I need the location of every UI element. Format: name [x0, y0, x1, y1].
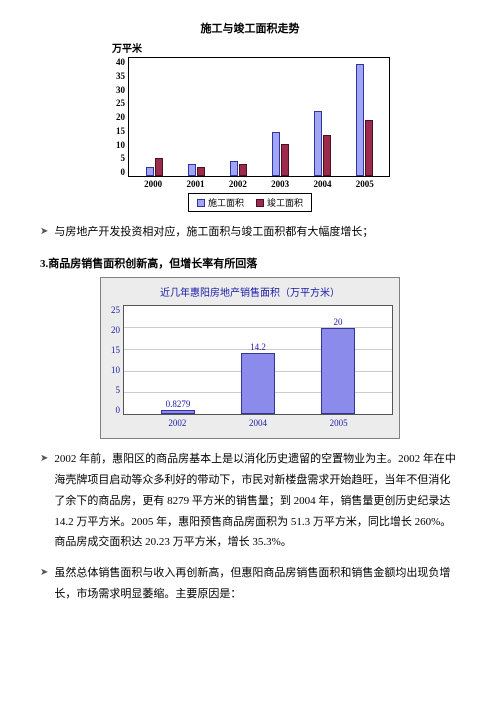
chart2-plot-area: 2520151050 0.827914.220 [107, 305, 393, 415]
chart1-title: 施工与竣工面积走势 [110, 20, 390, 36]
bullet-2: ➤ 2002 年前，惠阳区的商品房基本上是以消化历史遗留的空置物业为主。2002… [40, 449, 460, 553]
bullet-arrow-icon: ➤ [40, 453, 48, 464]
bullet-3-text: 虽然总体销售面积与收入再创新高，但惠阳商品房销售面积和销售金额均出现负增长，市场… [54, 563, 460, 605]
bullet-1: ➤ 与房地产开发投资相对应，施工面积与竣工面积都有大幅度增长； [40, 222, 460, 243]
chart1-plot [128, 57, 390, 177]
chart1-xaxis: 200020012002200320042005 [128, 177, 390, 189]
chart1-plot-area: 4035302520151050 [110, 57, 390, 177]
legend-series-a: 施工面积 [197, 196, 244, 209]
chart1-ylabel: 万平米 [112, 40, 390, 55]
chart1-legend: 施工面积 竣工面积 [188, 193, 312, 212]
legend-swatch-b [256, 199, 264, 207]
section-heading-3: 3.商品房销售面积创新高，但增长率有所回落 [40, 255, 460, 271]
bullet-2-text: 2002 年前，惠阳区的商品房基本上是以消化历史遗留的空置物业为主。2002 年… [54, 449, 460, 553]
legend-label-a: 施工面积 [208, 196, 244, 209]
bullet-arrow-icon: ➤ [40, 567, 48, 578]
legend-series-b: 竣工面积 [256, 196, 303, 209]
legend-label-b: 竣工面积 [267, 196, 303, 209]
chart2-xaxis: 200220042005 [123, 415, 393, 428]
bullet-1-text: 与房地产开发投资相对应，施工面积与竣工面积都有大幅度增长； [54, 222, 373, 243]
bullet-arrow-icon: ➤ [40, 226, 48, 237]
legend-swatch-a [197, 199, 205, 207]
chart-construction: 施工与竣工面积走势 万平米 4035302520151050 200020012… [110, 20, 390, 212]
chart1-yaxis: 4035302520151050 [110, 57, 128, 177]
chart2-yaxis: 2520151050 [107, 305, 123, 415]
chart2-title: 近几年惠阳房地产销售面积（万平方米） [107, 284, 393, 299]
chart-sales-area: 近几年惠阳房地产销售面积（万平方米） 2520151050 0.827914.2… [100, 277, 400, 439]
chart2-plot: 0.827914.220 [123, 305, 393, 415]
bullet-3: ➤ 虽然总体销售面积与收入再创新高，但惠阳商品房销售面积和销售金额均出现负增长，… [40, 563, 460, 605]
